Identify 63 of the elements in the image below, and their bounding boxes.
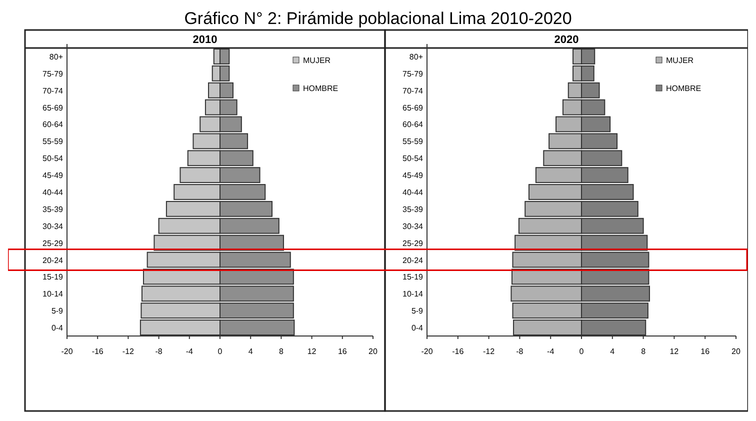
chart-title: 2010 bbox=[192, 34, 218, 46]
y-tick-label: 25-29 bbox=[402, 238, 424, 248]
y-tick-label: 55-59 bbox=[402, 137, 424, 146]
y-tick-label: 5-9 bbox=[411, 306, 424, 316]
x-tick-label: -16 bbox=[92, 347, 104, 356]
y-tick-label: 70-74 bbox=[42, 86, 64, 96]
x-tick-label: 4 bbox=[248, 347, 254, 356]
y-tick-label: 5-9 bbox=[51, 306, 64, 316]
y-tick-label: 30-34 bbox=[402, 222, 424, 231]
y-tick-label: 55-59 bbox=[42, 137, 64, 146]
y-tick-label: 30-34 bbox=[42, 222, 64, 231]
x-tick-label: 20 bbox=[732, 347, 741, 356]
x-tick-label: -8 bbox=[155, 347, 163, 356]
x-tick-label: 20 bbox=[368, 347, 378, 356]
x-tick-label: -16 bbox=[452, 347, 464, 356]
legend-label: MUJER bbox=[666, 56, 694, 65]
x-tick-label: -20 bbox=[61, 347, 74, 356]
y-tick-label: 60-64 bbox=[42, 120, 64, 130]
x-tick-label: 12 bbox=[307, 347, 317, 356]
y-tick-label: 80+ bbox=[49, 52, 64, 62]
y-tick-label: 40-44 bbox=[402, 188, 424, 197]
x-tick-label: 0 bbox=[579, 347, 584, 356]
x-tick-label: 16 bbox=[338, 347, 348, 356]
y-tick-label: 10-14 bbox=[402, 290, 424, 299]
x-tick-label: -4 bbox=[547, 347, 555, 356]
x-tick-label: 8 bbox=[641, 347, 646, 356]
y-tick-label: 35-39 bbox=[42, 204, 64, 214]
y-tick-label: 50-54 bbox=[402, 154, 424, 164]
x-tick-label: -12 bbox=[122, 347, 135, 356]
y-tick-label: 75-79 bbox=[42, 69, 64, 78]
legend-label: HOMBRE bbox=[303, 84, 338, 93]
y-tick-label: 15-19 bbox=[42, 272, 64, 282]
y-tick-label: 15-19 bbox=[402, 272, 424, 282]
x-tick-label: 16 bbox=[700, 347, 710, 356]
x-tick-label: -20 bbox=[421, 347, 434, 356]
y-tick-label: 70-74 bbox=[402, 86, 424, 96]
y-tick-label: 10-14 bbox=[42, 290, 64, 299]
x-tick-label: 12 bbox=[670, 347, 680, 356]
x-tick-label: 8 bbox=[278, 347, 284, 356]
x-tick-label: 0 bbox=[218, 347, 223, 356]
legend-label: HOMBRE bbox=[666, 84, 702, 93]
y-tick-label: 75-79 bbox=[402, 69, 424, 78]
legend-label: MUJER bbox=[303, 56, 331, 65]
y-tick-label: 0-4 bbox=[411, 324, 424, 333]
y-tick-label: 65-69 bbox=[42, 103, 64, 112]
y-tick-label: 35-39 bbox=[402, 204, 424, 214]
y-tick-label: 60-64 bbox=[402, 120, 424, 130]
x-tick-label: -8 bbox=[516, 347, 524, 356]
y-tick-label: 20-24 bbox=[42, 256, 64, 265]
y-tick-label: 65-69 bbox=[402, 103, 424, 112]
y-tick-label: 20-24 bbox=[402, 256, 424, 265]
y-tick-label: 45-49 bbox=[42, 171, 64, 180]
y-tick-label: 40-44 bbox=[42, 188, 64, 197]
y-tick-label: 80+ bbox=[409, 52, 424, 62]
x-tick-label: 4 bbox=[610, 347, 616, 356]
y-tick-label: 0-4 bbox=[51, 324, 64, 333]
chart-title: 2020 bbox=[554, 34, 579, 46]
y-tick-label: 50-54 bbox=[42, 154, 64, 164]
text: Gráfico N° 2: Pirámide poblacional Lima 2010-2020 bbox=[184, 9, 572, 28]
y-tick-label: 25-29 bbox=[42, 238, 64, 248]
x-tick-label: -4 bbox=[186, 347, 194, 356]
y-tick-label: 45-49 bbox=[402, 171, 424, 180]
x-tick-label: -12 bbox=[483, 347, 496, 356]
